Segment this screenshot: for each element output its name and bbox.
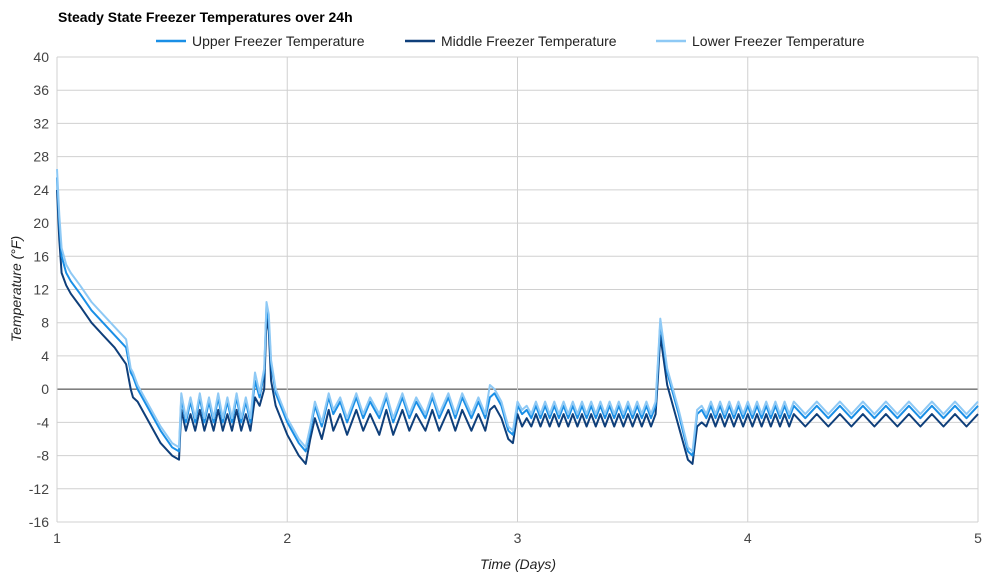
- x-tick-label: 3: [514, 530, 522, 546]
- y-tick-label: 0: [41, 381, 49, 397]
- y-tick-label: 4: [41, 348, 49, 364]
- series-line-1: [56, 189, 979, 465]
- chart-title: Steady State Freezer Temperatures over 2…: [58, 9, 353, 25]
- x-tick-label: 1: [53, 530, 61, 546]
- y-tick-label: 24: [33, 182, 49, 198]
- series-lines: [56, 169, 979, 465]
- y-tick-label: 20: [33, 215, 49, 231]
- y-tick-label: 16: [33, 248, 49, 264]
- grid: [56, 56, 979, 523]
- y-tick-label: 40: [33, 49, 49, 65]
- series-line-2: [56, 169, 979, 453]
- x-tick-label: 5: [974, 530, 982, 546]
- y-tick-label: 36: [33, 82, 49, 98]
- x-axis-ticks: 1 2 3 4 5: [53, 530, 982, 546]
- legend: Upper Freezer Temperature Middle Freezer …: [156, 33, 865, 49]
- y-tick-label: -4: [37, 414, 50, 430]
- y-tick-label: -8: [37, 448, 50, 464]
- x-tick-label: 2: [283, 530, 291, 546]
- y-tick-label: -16: [29, 514, 49, 530]
- y-tick-label: 32: [33, 115, 49, 131]
- y-tick-label: 8: [41, 315, 49, 331]
- y-tick-label: -12: [29, 481, 49, 497]
- x-tick-label: 4: [744, 530, 752, 546]
- x-axis-label: Time (Days): [480, 556, 556, 572]
- legend-label: Middle Freezer Temperature: [441, 33, 617, 49]
- y-axis-label: Temperature (°F): [8, 236, 24, 342]
- legend-label: Lower Freezer Temperature: [692, 33, 865, 49]
- legend-label: Upper Freezer Temperature: [192, 33, 365, 49]
- y-tick-label: 28: [33, 149, 49, 165]
- y-tick-label: 12: [33, 282, 49, 298]
